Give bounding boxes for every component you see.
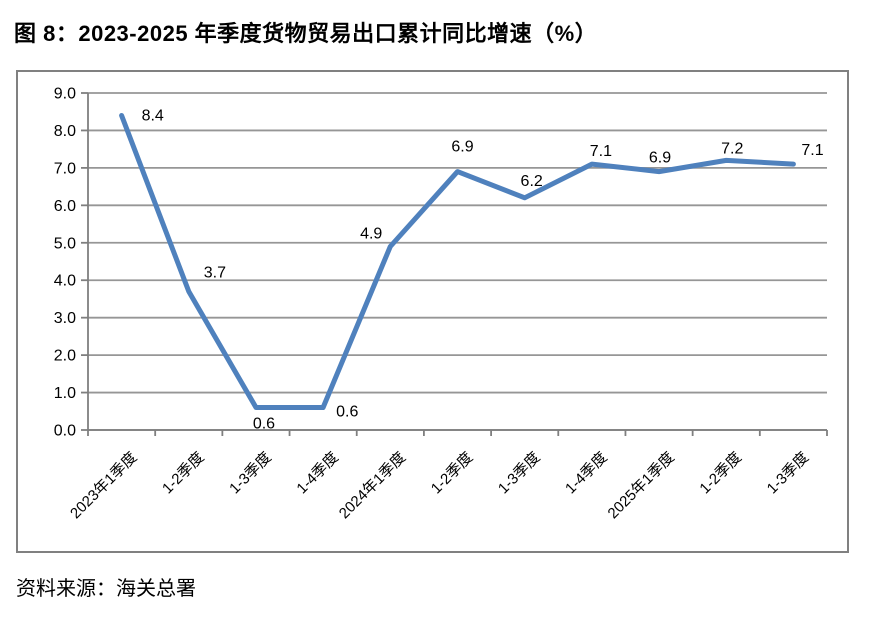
x-axis-category-label: 1-2季度 <box>696 449 745 498</box>
data-point-label: 7.1 <box>590 143 612 160</box>
chart-area: 0.0 1.0 2.0 3.0 4.0 5.0 6.0 7.0 8.0 9.0 8.4 3.7 0.6 0… <box>16 70 849 553</box>
x-axis-category-label: 1-2季度 <box>428 449 477 498</box>
y-axis-tick-label: 4.0 <box>54 273 76 290</box>
y-axis-tick-label: 3.0 <box>54 310 76 327</box>
line-chart: 0.0 1.0 2.0 3.0 4.0 5.0 6.0 7.0 8.0 9.0 8.4 3.7 0.6 0… <box>54 86 828 522</box>
chart-title: 图 8：2023-2025 年季度货物贸易出口累计同比增速（%） <box>14 21 598 46</box>
data-point-label: 6.2 <box>521 173 543 190</box>
data-point-label: 7.1 <box>801 142 823 159</box>
data-point-label: 3.7 <box>204 264 226 281</box>
x-axis-category-label: 1-2季度 <box>159 449 208 498</box>
x-axis-category-label: 2024年1季度 <box>336 449 409 522</box>
x-axis-category-label: 1-3季度 <box>495 449 544 498</box>
x-axis-category-label: 2023年1季度 <box>67 449 140 522</box>
y-axis-tick-label: 1.0 <box>54 385 76 402</box>
data-point-label: 0.6 <box>336 404 358 421</box>
y-axis-tick-label: 2.0 <box>54 348 76 365</box>
data-point-label: 4.9 <box>360 226 382 243</box>
x-axis-category-label: 1-3季度 <box>226 449 275 498</box>
data-point-label: 7.2 <box>721 140 743 157</box>
x-axis-category-label: 1-3季度 <box>764 449 813 498</box>
y-axis-tick-label: 0.0 <box>54 423 76 440</box>
x-axis-category-label: 1-4季度 <box>293 449 342 498</box>
y-axis-tick-label: 8.0 <box>54 123 76 140</box>
series-line <box>119 113 796 410</box>
x-axis-category-label: 1-4季度 <box>562 449 611 498</box>
source-note: 资料来源：海关总署 <box>16 578 196 600</box>
y-axis-tick-label: 6.0 <box>54 198 76 215</box>
data-point-label: 6.9 <box>649 150 671 167</box>
data-point-label: 8.4 <box>142 107 164 124</box>
data-point-label: 6.9 <box>451 139 473 156</box>
x-axis-category-label: 2025年1季度 <box>605 449 678 522</box>
y-axis-tick-label: 9.0 <box>54 86 76 103</box>
data-point-label: 0.6 <box>253 416 275 433</box>
y-axis-tick-label: 7.0 <box>54 160 76 177</box>
y-axis-tick-label: 5.0 <box>54 235 76 252</box>
